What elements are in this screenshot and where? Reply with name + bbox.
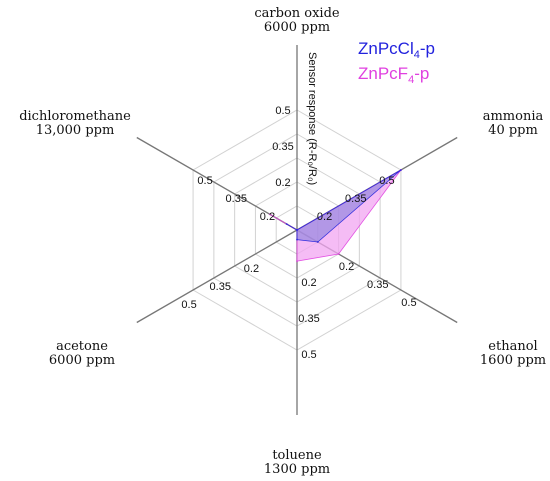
axis-label-name-2: ethanol [488,339,537,354]
series-1-point-4 [296,229,298,231]
series-1-point-1 [399,169,402,171]
series-0-point-5 [268,213,271,216]
axis-label-conc-4: 6000 ppm [49,353,115,368]
tick-label-axis0-1: 0.35 [272,141,293,153]
tick-label-axis1-2: 0.5 [379,175,394,187]
tick-label-axis0-2: 0.5 [275,105,290,117]
tick-label-axis3-2: 0.5 [301,349,316,361]
radial-axis-label: Sensor response (R-R₀/R₀) [306,52,318,185]
series-1-point-5 [285,223,288,225]
tick-label-axis5-2: 0.5 [197,175,212,187]
legend: ZnPcCl4-p ZnPcF4-p [358,39,435,86]
axis-label-name-5: dichloromethane [19,109,131,124]
axis-label-conc-3: 1300 ppm [264,462,330,477]
axis-label-conc-5: 13,000 ppm [36,123,115,138]
tick-label-axis1-1: 0.35 [345,193,366,205]
axis-label-conc-2: 1600 ppm [480,353,546,368]
spoke-4 [136,229,298,324]
axis-label-name-4: acetone [56,339,108,354]
axis-label-name-3: toluene [272,448,322,463]
tick-label-axis2-0: 0.2 [339,261,354,273]
series-1-point-2 [316,241,319,243]
tick-label-axis3-0: 0.2 [301,277,316,289]
tick-label-axis0-0: 0.2 [275,177,290,189]
legend-entry-1: ZnPcCl4-p [358,39,435,61]
tick-label-axis2-1: 0.35 [367,279,388,291]
series-0-point-3 [296,260,298,263]
tick-label-axis4-1: 0.35 [210,281,231,293]
series-0-point-2 [337,253,340,255]
axis-label-name-1: ammonia [483,109,544,124]
tick-label-axis5-1: 0.35 [226,193,247,205]
axis-label-conc-0: 6000 ppm [264,20,330,35]
tick-label-axis3-1: 0.35 [298,313,319,325]
tick-label-axis4-2: 0.5 [181,299,196,311]
legend-entry-0: ZnPcF4-p [358,64,429,86]
axis-label-conc-1: 40 ppm [488,123,538,138]
series-layer [268,169,402,263]
tick-label-axis1-0: 0.2 [317,211,332,223]
tick-labels: 0.2 0.35 0.5 0.2 0.35 0.5 0.2 0.35 0.5 0.2 0.35 0.5… [181,105,416,361]
axis-label-name-0: carbon oxide [254,6,340,21]
tick-label-axis4-0: 0.2 [244,263,259,275]
tick-label-axis5-0: 0.2 [260,211,275,223]
tick-label-axis2-2: 0.5 [401,297,416,309]
series-1-point-3 [296,238,298,241]
